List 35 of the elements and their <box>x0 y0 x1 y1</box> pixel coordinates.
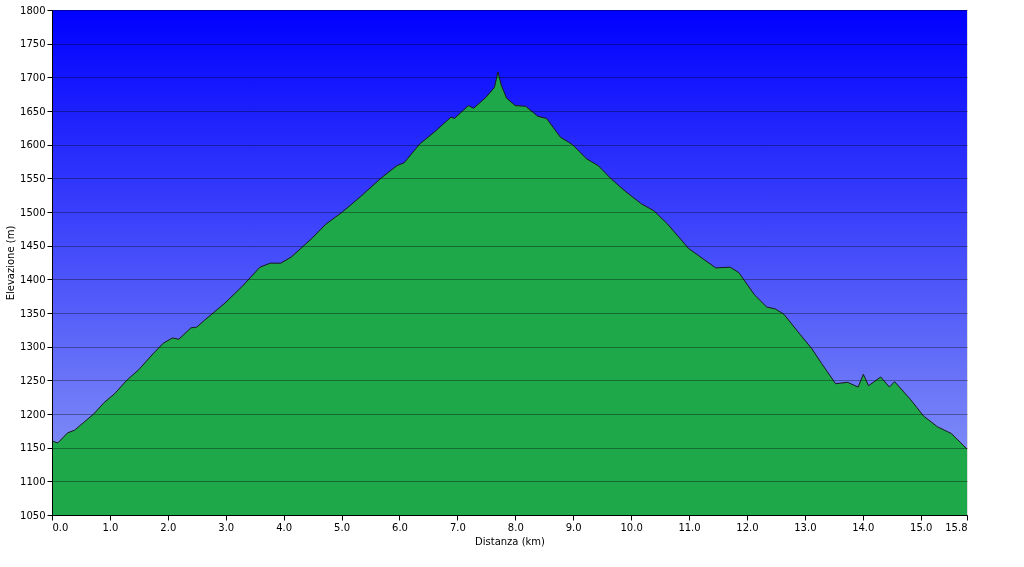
x-tick-label: 1.0 <box>102 521 119 533</box>
x-tick-label: 6.0 <box>392 521 408 533</box>
x-tick-label: 4.0 <box>276 521 293 533</box>
y-tick-label: 1650 <box>20 105 46 117</box>
x-tick-label: 15.0 <box>910 521 933 533</box>
y-tick-label: 1400 <box>20 273 46 285</box>
x-tick-label: 14.0 <box>852 521 875 533</box>
y-tick-label: 1050 <box>20 509 46 521</box>
x-tick-label: 12.0 <box>736 521 759 533</box>
x-tick-label: 0.0 <box>52 521 69 533</box>
x-tick-label: 10.0 <box>620 521 643 533</box>
y-tick-label: 1200 <box>20 408 46 420</box>
x-tick-label: 11.0 <box>678 521 701 533</box>
x-tick-label: 13.0 <box>794 521 817 533</box>
x-tick-label: 3.0 <box>218 521 235 533</box>
y-tick-label: 1750 <box>20 38 46 50</box>
x-tick-label: 9.0 <box>565 521 582 533</box>
x-tick-label: 8.0 <box>507 521 524 533</box>
x-tick-label: 5.0 <box>334 521 351 533</box>
y-tick-label: 1100 <box>20 475 46 487</box>
y-tick-label: 1350 <box>20 307 46 319</box>
y-tick-label: 1700 <box>20 71 46 83</box>
x-tick-label: 15.8 <box>945 521 968 533</box>
y-tick-label: 1600 <box>20 139 46 151</box>
x-tick-label: 7.0 <box>449 521 466 533</box>
y-tick-label: 1550 <box>20 172 46 184</box>
y-tick-label: 1250 <box>20 374 46 386</box>
y-tick-label: 1150 <box>20 442 46 454</box>
y-tick-label: 1450 <box>20 240 46 252</box>
y-axis-title: Elevazione (m) <box>5 225 17 301</box>
y-tick-label: 1500 <box>20 206 46 218</box>
x-tick-label: 2.0 <box>160 521 177 533</box>
y-tick-label: 1300 <box>20 341 46 353</box>
y-tick-label: 1800 <box>20 4 46 16</box>
x-axis-title: Distanza (km) <box>475 535 546 547</box>
